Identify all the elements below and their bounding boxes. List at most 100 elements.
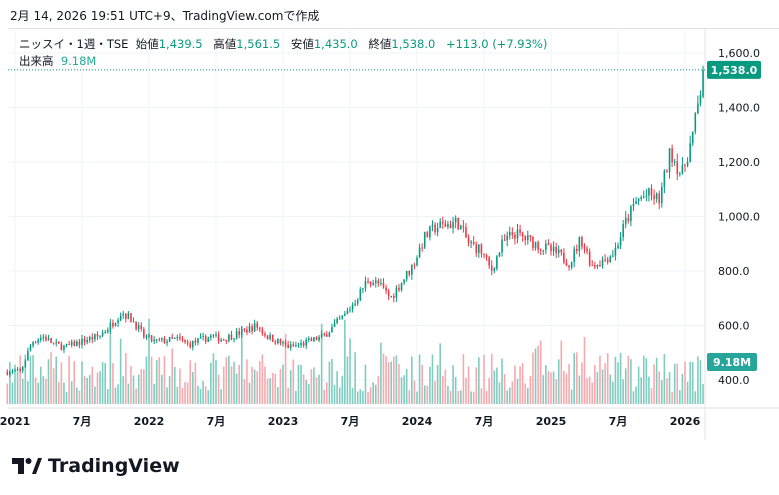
volume-bar [207,390,210,404]
open-value: 1,439.5 [158,37,203,51]
candle-body [135,321,137,330]
x-tick-label: 2022 [134,415,165,428]
candle-body [637,198,640,201]
candle-body [408,271,411,275]
candle-body [490,265,493,271]
candle-body [679,173,681,175]
price-chart[interactable]: 1,600.0 1,400.0 1,200.0 1,000.0 800.0 600.0 40… [0,0,779,440]
volume-bar [436,364,439,404]
volume-bar [52,368,55,404]
volume-bar [86,377,88,404]
volume-bar [380,342,382,404]
candle-body [313,337,315,342]
y-tick-label: 400.0 [718,374,750,387]
volume-bar [50,352,52,404]
candle-body [137,325,140,330]
volume-bar [439,343,441,404]
volume-bar [336,371,338,404]
candle-body [686,162,689,166]
volume-bar [539,340,542,404]
volume-bar [305,379,307,404]
volume-bar [364,364,367,404]
candle-body [465,227,467,238]
candle-body [673,161,676,163]
candle-body [550,245,552,252]
volume-bar [297,364,300,404]
candle-body [619,237,622,246]
volume-bar [387,362,390,404]
volume-bar [127,383,130,404]
candle-body [632,204,635,207]
candle-body [663,170,666,187]
volume-bar [326,382,328,404]
volume-bar [421,364,423,404]
candle-body [34,342,37,344]
symbol[interactable]: ニッスイ・1週・TSE [19,37,129,51]
volume-bar [519,366,521,404]
candle-body [573,248,575,262]
candle-body [563,252,565,263]
candle-body [452,222,454,228]
candle-body [277,339,279,344]
volume-bar [516,378,519,404]
volume-bar [627,355,630,404]
candle-body [614,248,617,256]
candle-body [681,165,684,174]
candle-body [302,342,305,346]
volume-bar [534,348,537,404]
volume-bar [599,355,601,404]
volume-bar [155,359,158,404]
volume-bar [168,376,171,404]
candle-body [176,336,179,338]
volume-bar [184,381,186,404]
volume-bar [542,375,545,404]
last-volume-label: 9.18M [713,356,751,369]
candle-body [488,257,490,266]
volume-bar [212,353,215,404]
volume-bar [537,345,539,404]
x-tick-label: 2024 [402,415,433,428]
volume-value: 9.18M [60,54,97,68]
last-price-badge [707,60,761,79]
volume-bar [101,361,104,404]
candle-body [434,224,436,233]
close-value: 1,538.0 [391,37,436,51]
candle-body [413,265,416,267]
candle-body [534,241,537,249]
volume-bar [527,388,529,404]
candle-body [228,334,230,342]
tradingview-logo[interactable]: TradingView [12,455,180,477]
volume-bar [192,371,194,404]
volume-bar [137,374,140,404]
candle-body [81,338,83,345]
candle-body [243,329,246,331]
candle-body [300,342,302,346]
candle-body [230,334,233,340]
volume-bar [9,361,11,404]
candle-body [145,336,148,338]
volume-bar [485,390,488,404]
candle-body [68,344,70,346]
candle-body [168,336,171,342]
candle-body [349,309,351,311]
volume-bar [403,375,405,404]
volume-bar [333,384,336,404]
candle-body [537,241,539,250]
candle-body [264,333,266,336]
caption: 2月 14, 2026 19:51 UTC+9、TradingView.comで… [10,9,320,23]
candle-body [372,283,374,285]
candle-body [691,131,694,144]
candle-body [76,341,78,347]
volume-bar [557,359,560,404]
volume-bar [228,355,230,404]
volume-bar [96,372,99,404]
candle-body [642,196,645,198]
low-label: 安値 [290,37,314,51]
volume-bar [243,379,246,404]
candle-body [586,248,588,252]
candle-body [39,337,42,341]
candle-body [338,318,341,320]
candle-body [539,249,542,251]
candle-body [326,334,328,337]
volume-bar [161,374,163,404]
